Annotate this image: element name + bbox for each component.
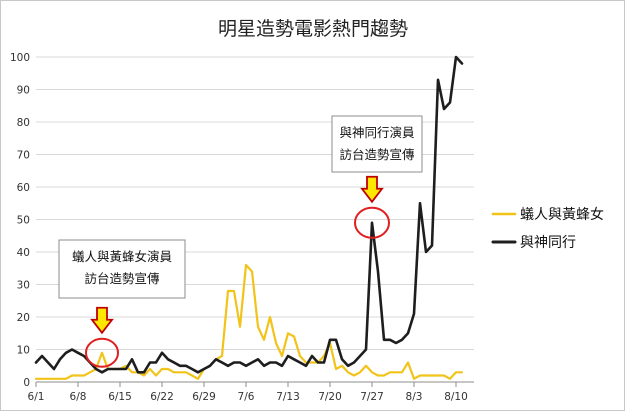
down-arrow-icon [360,175,384,204]
x-tick-label: 7/27 [360,391,384,403]
legend-label: 與神同行 [520,235,576,251]
y-tick-label: 100 [10,52,30,64]
annotation-box [331,115,423,173]
y-tick-label: 40 [17,247,30,259]
legend-label: 蟻人與黃蜂女 [520,206,604,223]
y-tick-label: 80 [17,117,30,129]
annotation-text: 訪台造勢宣傳 [339,147,415,162]
y-tick-label: 50 [17,215,30,227]
y-tick-label: 90 [17,85,30,97]
x-tick-label: 7/6 [238,391,255,403]
x-tick-label: 6/1 [28,391,45,403]
x-axis-ticks: 6/1 6/8 6/15 6/22 6/29 7/6 7/13 7/20 7/27 8/3 8/10 [28,382,468,403]
x-tick-label: 6/15 [108,391,132,403]
annotation-text: 與神同行演員 [339,125,415,140]
x-tick-label: 7/20 [318,391,342,403]
y-tick-label: 60 [17,182,30,194]
highlight-circle [354,206,390,239]
x-tick-label: 7/13 [276,391,300,403]
gridlines [36,56,474,383]
x-tick-label: 6/22 [150,391,174,403]
x-tick-label: 8/10 [444,391,468,403]
x-tick-label: 8/3 [406,391,423,403]
annotation-box [58,239,186,299]
series-line [34,55,464,374]
down-arrow-icon [90,306,114,335]
chart-title: 明星造勢電影熱門趨勢 [218,18,408,40]
y-tick-label: 70 [17,150,30,162]
y-tick-label: 20 [17,312,30,324]
annotation-text: 訪台造勢宣傳 [84,271,160,286]
y-tick-label: 0 [23,377,30,389]
x-tick-label: 6/29 [192,391,216,403]
x-tick-label: 6/8 [70,391,87,403]
y-tick-label: 10 [17,345,30,357]
y-tick-label: 30 [17,280,30,292]
annotation-text: 蟻人與黃蜂女演員 [72,249,173,264]
highlight-circle [85,337,119,368]
y-axis-ticks: 0 10 20 30 40 50 60 70 80 90 100 [10,52,30,389]
